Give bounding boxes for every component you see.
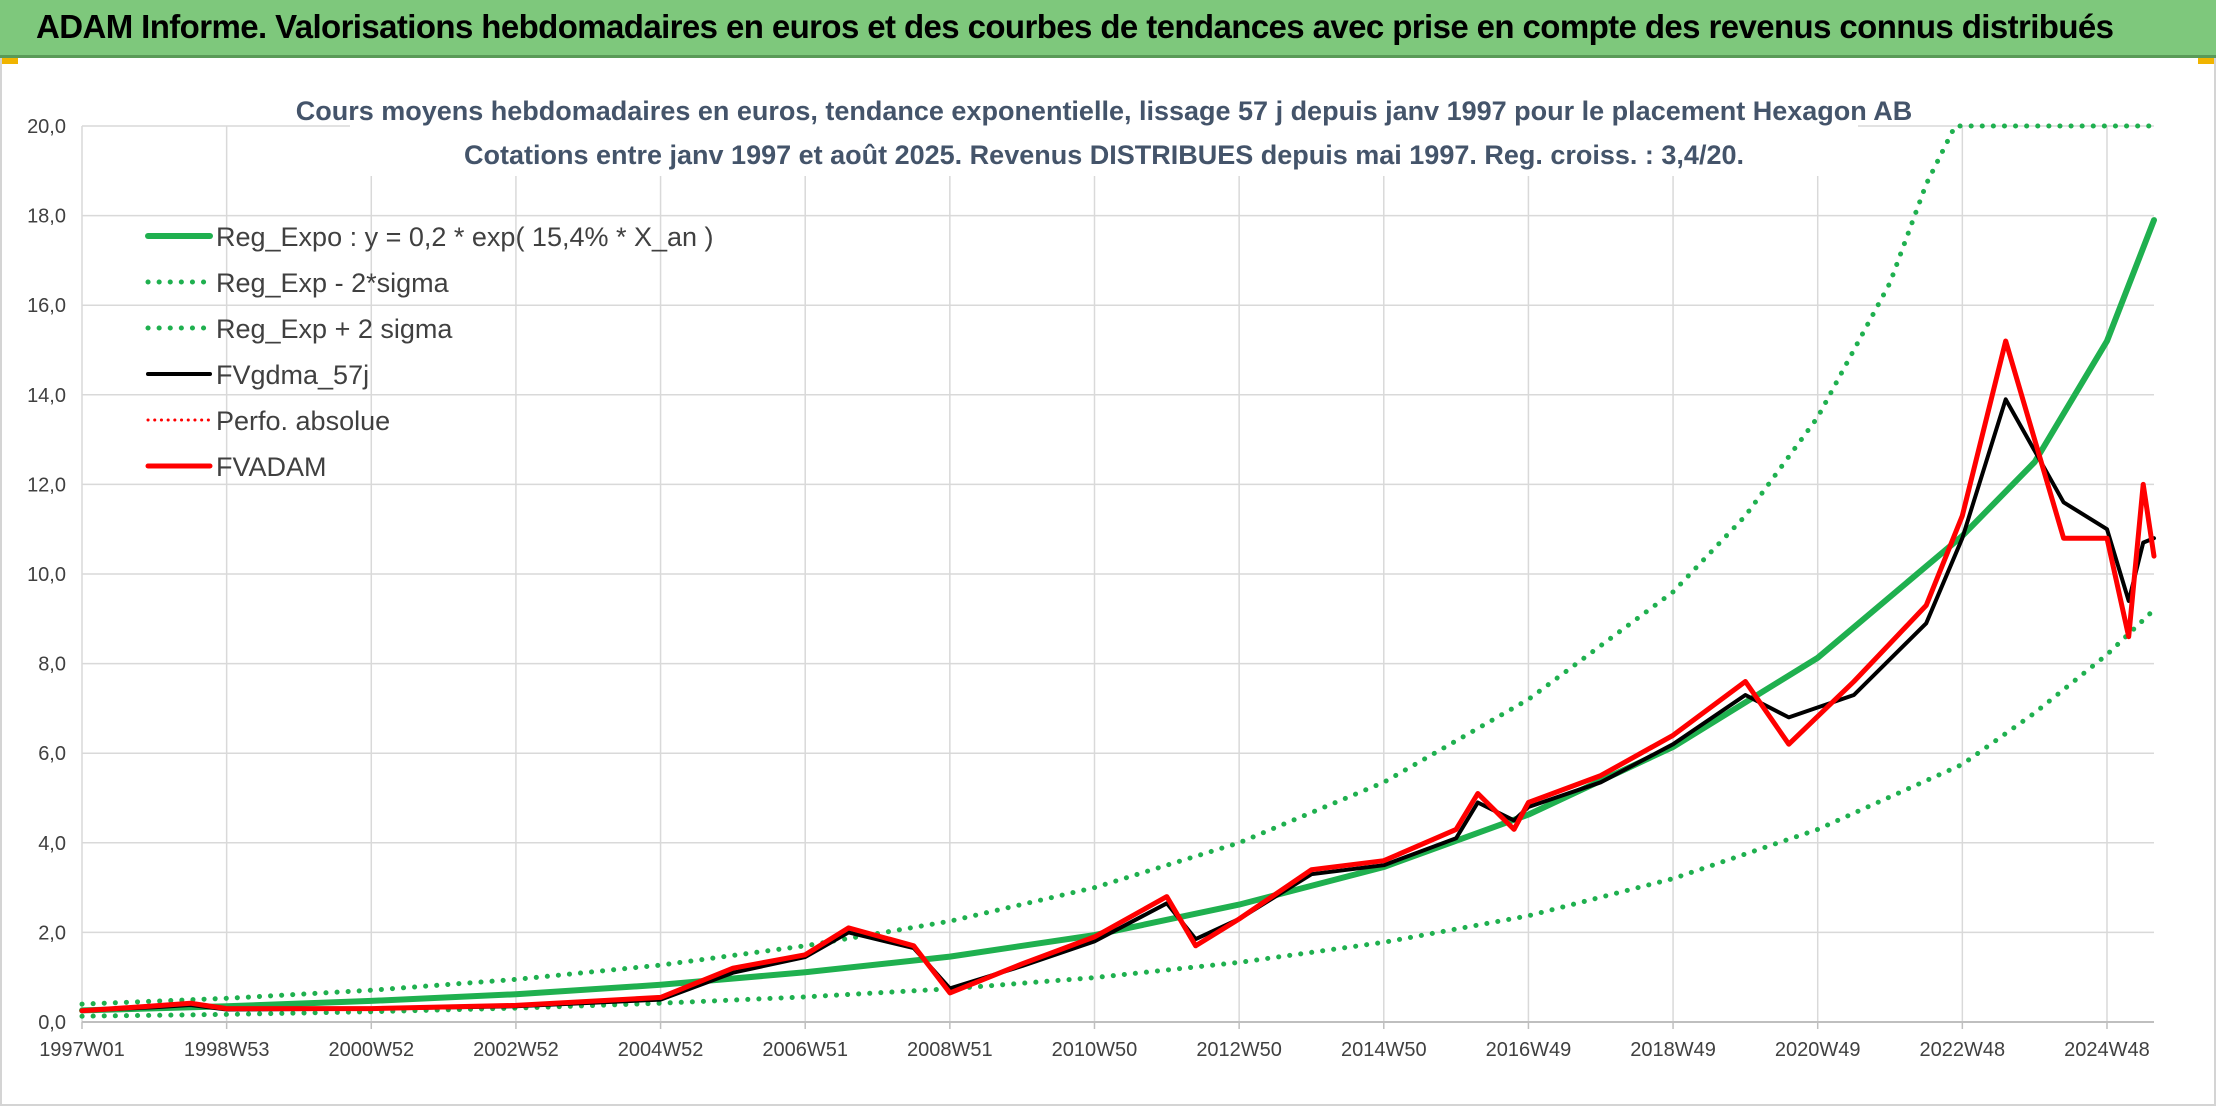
legend-entry-0: Reg_Expo : y = 0,2 * exp( 15,4% * X_an ) — [216, 222, 714, 252]
y-tick-label: 6,0 — [38, 743, 66, 765]
legend-entry-3: FVgdma_57j — [216, 360, 369, 390]
header-title: ADAM Informe. Valorisations hebdomadaire… — [36, 8, 2114, 45]
legend-entry-5: FVADAM — [216, 452, 327, 482]
x-tick-label: 2008W51 — [907, 1039, 993, 1061]
chart-area: 0,0 2,0 4,0 6,0 8,0 10,0 12,0 14,0 16,0 18,0 20,0 1… — [0, 58, 2216, 1106]
series-line-0 — [79, 217, 2157, 1014]
x-tick-label: 2014W50 — [1341, 1039, 1427, 1061]
legend-entry-4: Perfo. absolue — [216, 406, 390, 436]
y-tick-label: 14,0 — [27, 385, 66, 407]
chart-subtitle: Cotations entre janv 1997 et août 2025. … — [464, 140, 1744, 170]
x-tick-label: 2020W49 — [1775, 1039, 1861, 1061]
y-tick-label: 10,0 — [27, 564, 66, 586]
legend: Reg_Expo : y = 0,2 * exp( 15,4% * X_an )… — [145, 222, 714, 482]
series-line-3 — [80, 397, 2156, 1013]
chart-title: Cours moyens hebdomadaires en euros, ten… — [296, 96, 1913, 126]
legend-entry-2: Reg_Exp + 2 sigma — [216, 314, 453, 344]
y-tick-label: 0,0 — [38, 1012, 66, 1034]
grid-layer — [81, 125, 2154, 1023]
x-tick-label: 2006W51 — [762, 1039, 848, 1061]
x-tick-label: 2018W49 — [1630, 1039, 1716, 1061]
y-tick-label: 8,0 — [38, 654, 66, 676]
x-tick-label: 2012W50 — [1196, 1039, 1282, 1061]
header-bar: ADAM Informe. Valorisations hebdomadaire… — [0, 0, 2216, 58]
x-tick-label: 2024W48 — [2064, 1039, 2150, 1061]
series-line-5 — [79, 338, 2157, 1014]
corner-mark-right — [2198, 58, 2216, 64]
title-background — [350, 88, 1858, 176]
chart-svg: 0,0 2,0 4,0 6,0 8,0 10,0 12,0 14,0 16,0 18,0 20,0 1… — [27, 88, 2157, 1061]
legend-entry-1: Reg_Exp - 2*sigma — [216, 268, 450, 298]
x-tick-label: 2004W52 — [618, 1039, 704, 1061]
y-tick-label: 12,0 — [27, 474, 66, 496]
x-tick-label: 2000W52 — [328, 1039, 414, 1061]
x-tick-label: 2022W48 — [1920, 1039, 2006, 1061]
y-tick-label: 16,0 — [27, 295, 66, 317]
y-tick-label: 18,0 — [27, 206, 66, 228]
y-tick-label: 2,0 — [38, 922, 66, 944]
x-tick-label: 1998W53 — [184, 1039, 270, 1061]
x-tick-label: 2002W52 — [473, 1039, 559, 1061]
series-line-1 — [79, 607, 2157, 1019]
series-layer — [79, 123, 2157, 1019]
y-tick-label: 4,0 — [38, 833, 66, 855]
x-tick-label: 2010W50 — [1052, 1039, 1138, 1061]
x-tick-label: 1997W01 — [39, 1039, 125, 1061]
corner-mark-left — [0, 58, 18, 64]
axis-layer: 0,0 2,0 4,0 6,0 8,0 10,0 12,0 14,0 16,0 18,0 20,0 1… — [27, 116, 2154, 1061]
y-tick-label: 20,0 — [27, 116, 66, 138]
series-line-2 — [79, 123, 2157, 1007]
x-tick-label: 2016W49 — [1486, 1039, 1572, 1061]
